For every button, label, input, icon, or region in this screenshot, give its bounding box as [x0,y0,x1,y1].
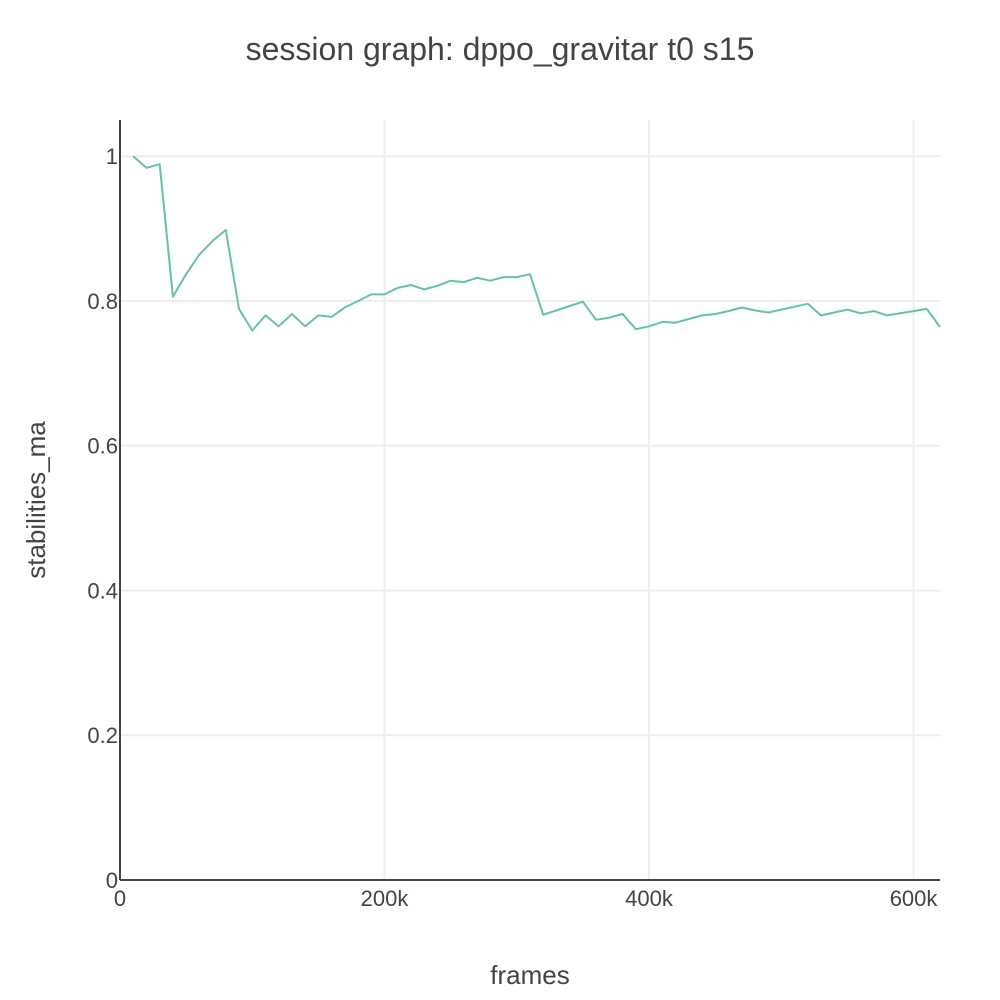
y-axis-label: stabilities_ma [21,421,51,579]
y-tick-label: 1 [106,144,118,169]
chart-title: session graph: dppo_gravitar t0 s15 [246,31,755,67]
x-tick-label: 400k [625,886,674,911]
x-axis-ticks: 0 200k 400k 600k [114,886,939,911]
grid [120,120,940,880]
x-tick-label: 600k [890,886,939,911]
x-axis-label: frames [490,960,569,990]
y-tick-label: 0.8 [87,289,118,314]
y-tick-label: 0.6 [87,434,118,459]
x-tick-label: 200k [361,886,410,911]
x-tick-label: 0 [114,886,126,911]
y-tick-label: 0 [106,868,118,893]
series-layer [132,155,941,332]
y-tick-label: 0.2 [87,723,118,748]
series-line [132,155,941,332]
y-tick-label: 0.4 [87,578,118,603]
y-axis-ticks: 0 0.2 0.4 0.6 0.8 1 [87,144,118,893]
